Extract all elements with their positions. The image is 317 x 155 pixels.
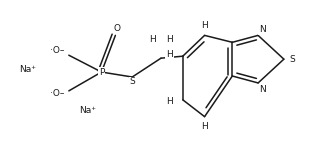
Text: H: H: [201, 21, 208, 30]
Text: Na⁺: Na⁺: [19, 65, 36, 74]
Text: N: N: [259, 85, 265, 94]
Text: ·O–: ·O–: [50, 46, 65, 55]
Text: H: H: [201, 122, 208, 131]
Text: H: H: [149, 35, 155, 44]
Text: S: S: [289, 55, 295, 64]
Text: H: H: [166, 97, 173, 106]
Text: ·O–: ·O–: [50, 89, 65, 98]
Text: H: H: [166, 50, 173, 59]
Text: P: P: [99, 68, 104, 77]
Text: H: H: [166, 35, 173, 44]
Text: N: N: [259, 25, 265, 34]
Text: Na⁺: Na⁺: [79, 106, 96, 115]
Text: S: S: [129, 78, 135, 86]
Text: O: O: [114, 24, 121, 33]
